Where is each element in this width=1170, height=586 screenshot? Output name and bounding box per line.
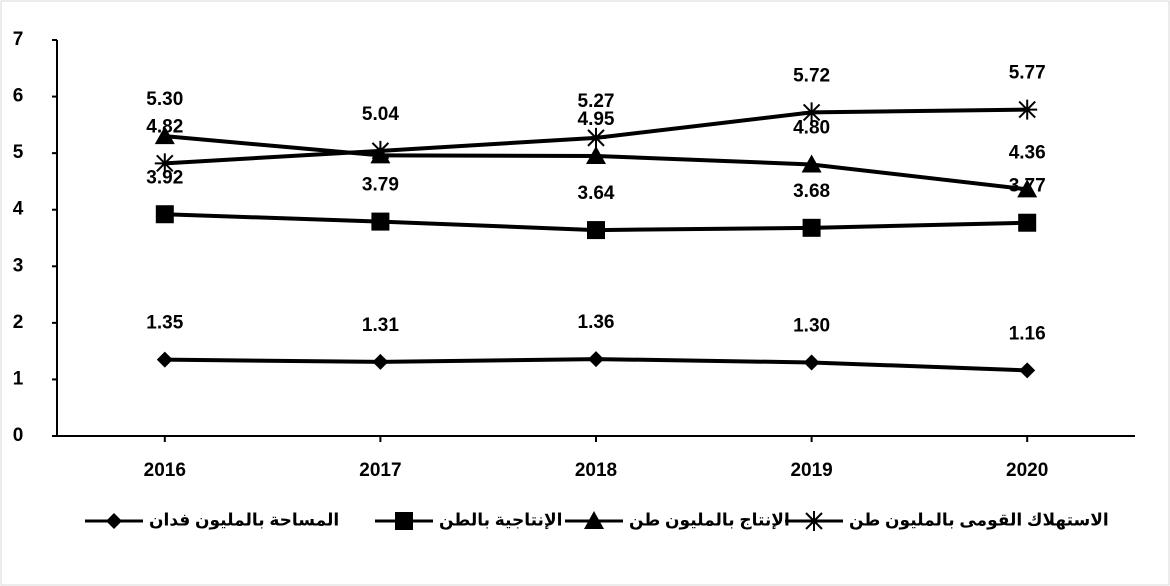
legend-label: المساحة بالمليون فدان [149,510,339,530]
marker [370,140,391,161]
y-tick-label: 7 [13,29,24,50]
y-tick-label: 6 [13,86,24,107]
marker [154,153,175,174]
data-label: 4.82 [146,116,183,137]
marker [801,102,822,123]
y-tick-label: 4 [13,199,24,220]
data-label: 3.79 [362,175,399,196]
y-tick-label: 1 [13,368,24,389]
data-label: 1.36 [578,312,615,333]
data-label: 3.92 [146,167,183,188]
x-tick-label: 2018 [575,460,617,481]
x-tick-label: 2020 [1006,460,1048,481]
y-tick-label: 5 [13,142,24,163]
x-tick-label: 2017 [359,460,401,481]
marker [372,353,389,370]
marker [1018,213,1037,232]
data-label: 3.64 [578,183,615,204]
x-tick-label: 2016 [144,460,186,481]
marker [587,221,605,240]
y-tick-label: 3 [13,255,24,276]
marker [1017,99,1038,120]
marker [804,511,824,531]
data-label: 5.77 [1009,63,1046,84]
data-label: 1.31 [362,315,399,336]
marker [588,351,604,368]
marker [586,145,606,164]
data-label: 1.35 [146,313,183,334]
marker [395,512,413,530]
data-label: 4.80 [793,117,830,138]
data-label: 4.95 [578,109,615,130]
data-label: 4.36 [1009,142,1046,163]
data-label: 1.30 [793,315,830,336]
y-tick-label: 0 [13,425,24,446]
marker [1019,362,1036,379]
marker [586,127,606,148]
legend-label: الإنتاج بالمليون طن [629,510,790,530]
marker [154,126,175,145]
x-tick-label: 2019 [790,460,832,481]
marker [371,212,390,231]
legend-label: الاستهلاك القومى بالمليون طن [849,510,1109,530]
data-label: 5.30 [146,89,183,110]
data-label: 5.27 [578,91,615,112]
y-tick-label: 2 [13,312,24,333]
marker [801,154,822,173]
legend-label: الإنتاجية بالطن [439,510,562,530]
data-label: 5.04 [362,104,399,125]
marker [156,351,173,368]
data-label: 5.72 [793,65,830,86]
marker [802,218,821,237]
data-label: 3.68 [793,181,830,202]
marker [155,205,174,224]
marker [584,511,604,529]
marker [1017,179,1038,198]
data-label: 1.16 [1009,323,1046,344]
marker [803,354,820,371]
marker [106,513,122,529]
